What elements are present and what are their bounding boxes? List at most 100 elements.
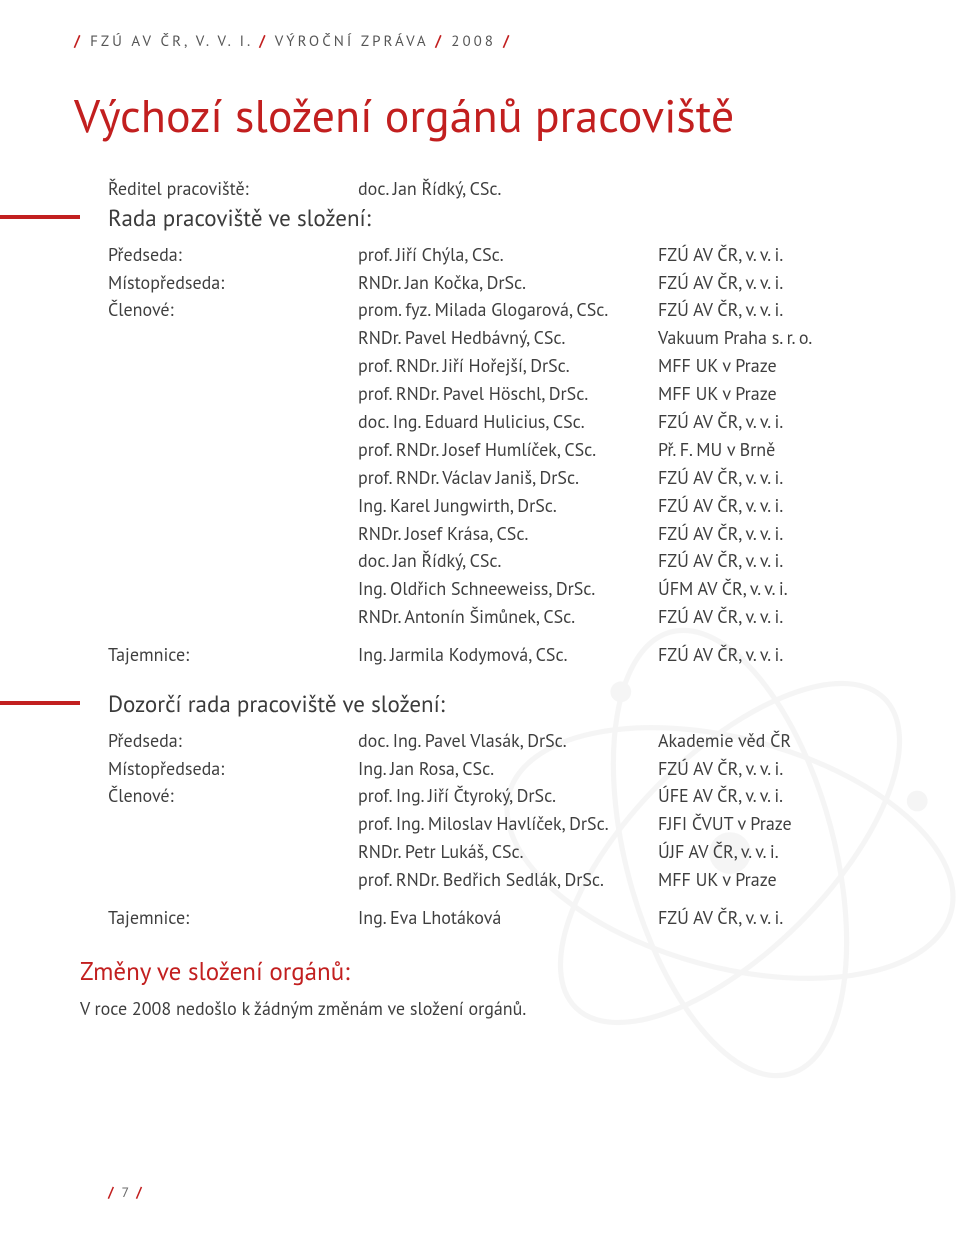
- member-row: prof. RNDr. Josef Humlíček, CSc.Př. F. M…: [108, 436, 908, 464]
- director-label: Ředitel pracoviště:: [108, 175, 358, 183]
- s1-secretary-name: Ing. Jarmila Kodymová, CSc.: [358, 641, 658, 669]
- member-name: prof. Ing. Miloslav Havlíček, DrSc.: [358, 810, 658, 838]
- member-name: doc. Jan Řídký, CSc.: [358, 547, 658, 575]
- member-role: [108, 436, 358, 464]
- footer-sep: /: [136, 1183, 144, 1201]
- member-name: doc. Ing. Eduard Hulicius, CSc.: [358, 408, 658, 436]
- member-role: [108, 603, 358, 631]
- member-name: Ing. Oldřich Schneeweiss, DrSc.: [358, 575, 658, 603]
- member-row: prof. RNDr. Pavel Höschl, DrSc.MFF UK v …: [108, 380, 908, 408]
- member-role: [108, 492, 358, 520]
- member-name: prof. RNDr. Pavel Höschl, DrSc.: [358, 380, 658, 408]
- member-role: [108, 408, 358, 436]
- header-sep: /: [503, 32, 512, 51]
- member-inst: MFF UK v Praze: [658, 352, 908, 380]
- member-role: [108, 464, 358, 492]
- s1-vice-inst: FZÚ AV ČR, v. v. i.: [658, 269, 908, 297]
- member-inst: MFF UK v Praze: [658, 380, 908, 408]
- member-role: Členové:: [108, 296, 358, 324]
- member-inst: FZÚ AV ČR, v. v. i.: [658, 520, 908, 548]
- member-role: [108, 352, 358, 380]
- section1-heading: Rada pracoviště ve složení:: [108, 201, 908, 237]
- member-role: [108, 520, 358, 548]
- member-name: prof. RNDr. Jiří Hořejší, DrSc.: [358, 352, 658, 380]
- member-name: prom. fyz. Milada Glogarová, CSc.: [358, 296, 658, 324]
- member-role: [108, 324, 358, 352]
- member-row: Členové:prom. fyz. Milada Glogarová, CSc…: [108, 296, 908, 324]
- s1-vice-name: RNDr. Jan Kočka, DrSc.: [358, 269, 658, 297]
- member-row: prof. RNDr. Jiří Hořejší, DrSc.MFF UK v …: [108, 352, 908, 380]
- member-row: RNDr. Petr Lukáš, CSc.ÚJF AV ČR, v. v. i…: [108, 838, 908, 866]
- header-sep: /: [259, 32, 268, 51]
- member-inst: FZÚ AV ČR, v. v. i.: [658, 408, 908, 436]
- member-name: RNDr. Josef Krása, CSc.: [358, 520, 658, 548]
- member-role: [108, 547, 358, 575]
- s2-chair-name: doc. Ing. Pavel Vlasák, DrSc.: [358, 727, 658, 755]
- page-footer: / 7 /: [108, 1183, 144, 1201]
- member-row: prof. RNDr. Václav Janiš, DrSc.FZÚ AV ČR…: [108, 464, 908, 492]
- director-name: doc. Jan Řídký, CSc.: [358, 175, 658, 183]
- member-name: RNDr. Antonín Šimůnek, CSc.: [358, 603, 658, 631]
- member-name: prof. Ing. Jiří Čtyroký, DrSc.: [358, 782, 658, 810]
- section2-heading: Dozorčí rada pracoviště ve složení:: [108, 687, 908, 723]
- member-inst: FZÚ AV ČR, v. v. i.: [658, 492, 908, 520]
- header-sep: /: [435, 32, 444, 51]
- member-inst: Př. F. MU v Brně: [658, 436, 908, 464]
- s1-vice-label: Místopředseda:: [108, 269, 358, 297]
- member-inst: ÚFE AV ČR, v. v. i.: [658, 782, 908, 810]
- header-year: 2008: [451, 32, 496, 51]
- member-inst: MFF UK v Praze: [658, 866, 908, 894]
- s2-chair-inst: Akademie věd ČR: [658, 727, 908, 755]
- s2-secretary-name: Ing. Eva Lhotáková: [358, 904, 658, 932]
- member-inst: FZÚ AV ČR, v. v. i.: [658, 296, 908, 324]
- member-row: RNDr. Pavel Hedbávný, CSc.Vakuum Praha s…: [108, 324, 908, 352]
- member-role: Členové:: [108, 782, 358, 810]
- s2-secretary-label: Tajemnice:: [108, 904, 358, 932]
- member-name: RNDr. Pavel Hedbávný, CSc.: [358, 324, 658, 352]
- s2-chair-label: Předseda:: [108, 727, 358, 755]
- s2-vice-name: Ing. Jan Rosa, CSc.: [358, 755, 658, 783]
- member-inst: FZÚ AV ČR, v. v. i.: [658, 464, 908, 492]
- member-inst: ÚFM AV ČR, v. v. i.: [658, 575, 908, 603]
- member-row: RNDr. Antonín Šimůnek, CSc.FZÚ AV ČR, v.…: [108, 603, 908, 631]
- member-row: prof. RNDr. Bedřich Sedlák, DrSc.MFF UK …: [108, 866, 908, 894]
- member-name: prof. RNDr. Josef Humlíček, CSc.: [358, 436, 658, 464]
- member-name: prof. RNDr. Václav Janiš, DrSc.: [358, 464, 658, 492]
- footer-sep: /: [108, 1183, 116, 1201]
- s2-vice-inst: FZÚ AV ČR, v. v. i.: [658, 755, 908, 783]
- member-inst: FZÚ AV ČR, v. v. i.: [658, 603, 908, 631]
- member-row: Ing. Karel Jungwirth, DrSc.FZÚ AV ČR, v.…: [108, 492, 908, 520]
- s2-vice-label: Místopředseda:: [108, 755, 358, 783]
- member-role: [108, 866, 358, 894]
- member-row: Členové:prof. Ing. Jiří Čtyroký, DrSc.ÚF…: [108, 782, 908, 810]
- member-name: Ing. Karel Jungwirth, DrSc.: [358, 492, 658, 520]
- member-inst: FJFI ČVUT v Praze: [658, 810, 908, 838]
- member-role: [108, 838, 358, 866]
- member-inst: FZÚ AV ČR, v. v. i.: [658, 547, 908, 575]
- s1-chair-name: prof. Jiří Chýla, CSc.: [358, 241, 658, 269]
- member-inst: ÚJF AV ČR, v. v. i.: [658, 838, 908, 866]
- member-name: prof. RNDr. Bedřich Sedlák, DrSc.: [358, 866, 658, 894]
- member-inst: Vakuum Praha s. r. o.: [658, 324, 908, 352]
- s1-secretary-inst: FZÚ AV ČR, v. v. i.: [658, 641, 908, 669]
- s1-chair-inst: FZÚ AV ČR, v. v. i.: [658, 241, 908, 269]
- s1-secretary-label: Tajemnice:: [108, 641, 358, 669]
- header-sep: /: [74, 32, 83, 51]
- content: Ředitel pracoviště: doc. Jan Řídký, CSc.…: [108, 175, 908, 1023]
- page-header: / FZÚ AV ČR, V. V. I. / VÝROČNÍ ZPRÁVA /…: [74, 32, 512, 51]
- member-row: doc. Jan Řídký, CSc.FZÚ AV ČR, v. v. i.: [108, 547, 908, 575]
- page-title: Výchozí složení orgánů pracoviště: [74, 85, 734, 145]
- member-row: Ing. Oldřich Schneeweiss, DrSc.ÚFM AV ČR…: [108, 575, 908, 603]
- member-role: [108, 575, 358, 603]
- header-inst: FZÚ AV ČR, V. V. I.: [90, 32, 252, 51]
- header-report: VÝROČNÍ ZPRÁVA: [275, 32, 428, 51]
- s2-secretary-inst: FZÚ AV ČR, v. v. i.: [658, 904, 908, 932]
- member-row: RNDr. Josef Krása, CSc.FZÚ AV ČR, v. v. …: [108, 520, 908, 548]
- changes-heading: Změny ve složení orgánů:: [80, 952, 908, 991]
- s1-chair-label: Předseda:: [108, 241, 358, 269]
- member-row: prof. Ing. Miloslav Havlíček, DrSc.FJFI …: [108, 810, 908, 838]
- member-role: [108, 810, 358, 838]
- member-role: [108, 380, 358, 408]
- member-name: RNDr. Petr Lukáš, CSc.: [358, 838, 658, 866]
- member-row: doc. Ing. Eduard Hulicius, CSc.FZÚ AV ČR…: [108, 408, 908, 436]
